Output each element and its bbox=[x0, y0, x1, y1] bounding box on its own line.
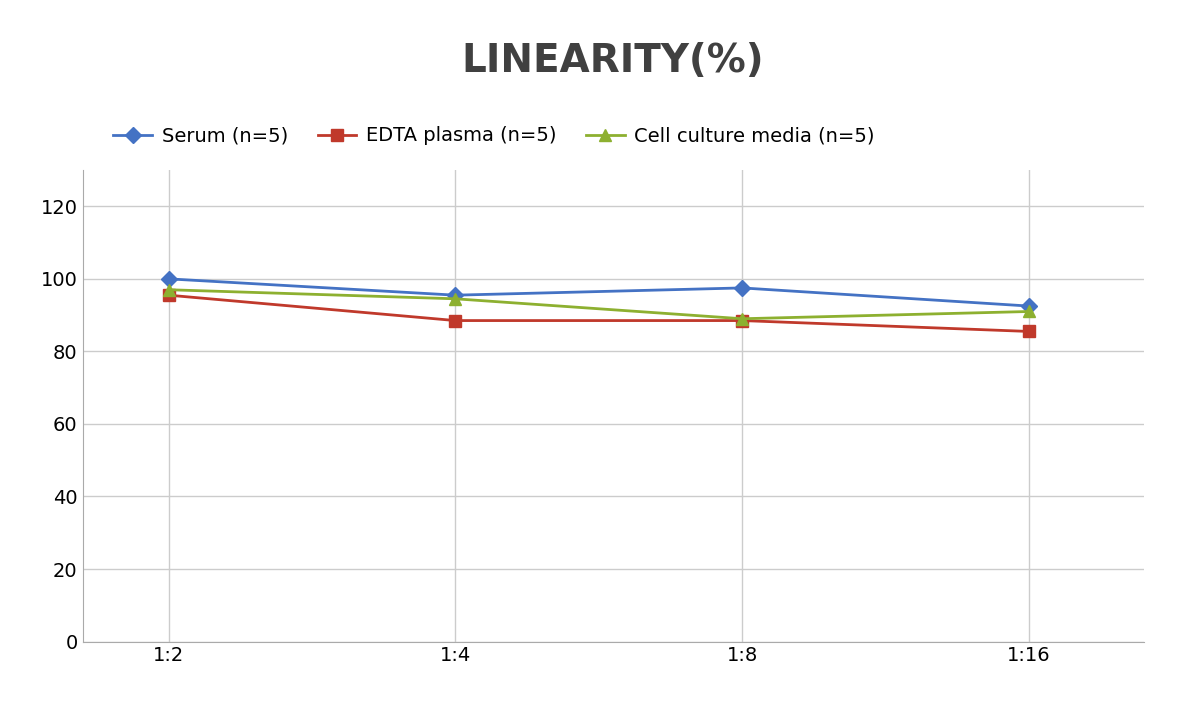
Legend: Serum (n=5), EDTA plasma (n=5), Cell culture media (n=5): Serum (n=5), EDTA plasma (n=5), Cell cul… bbox=[113, 126, 875, 145]
Text: LINEARITY(%): LINEARITY(%) bbox=[462, 42, 764, 80]
Line: Cell culture media (n=5): Cell culture media (n=5) bbox=[163, 284, 1034, 324]
Cell culture media (n=5) bbox=[162, 286, 176, 294]
Serum (n=5) bbox=[735, 283, 749, 292]
Serum (n=5) bbox=[1022, 302, 1036, 310]
EDTA plasma (n=5) bbox=[1022, 327, 1036, 336]
Cell culture media (n=5) bbox=[448, 295, 462, 303]
Cell culture media (n=5) bbox=[1022, 307, 1036, 316]
EDTA plasma (n=5) bbox=[448, 317, 462, 325]
Cell culture media (n=5) bbox=[735, 314, 749, 323]
Line: Serum (n=5): Serum (n=5) bbox=[163, 274, 1034, 312]
EDTA plasma (n=5) bbox=[735, 317, 749, 325]
EDTA plasma (n=5) bbox=[162, 291, 176, 300]
Serum (n=5) bbox=[162, 275, 176, 283]
Serum (n=5) bbox=[448, 291, 462, 300]
Line: EDTA plasma (n=5): EDTA plasma (n=5) bbox=[163, 290, 1034, 337]
